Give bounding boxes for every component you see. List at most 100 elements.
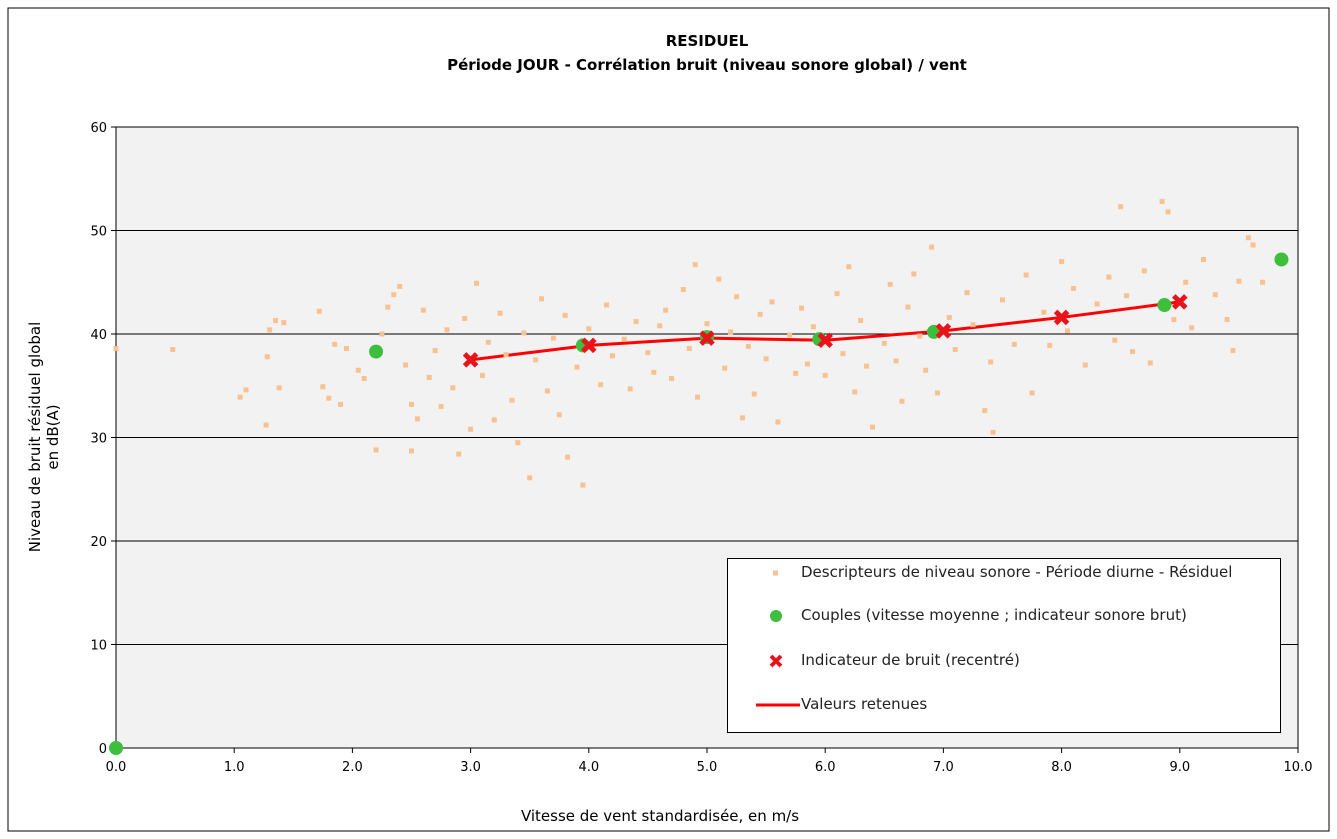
data-point xyxy=(1172,294,1188,310)
data-point xyxy=(609,353,615,359)
data-point xyxy=(574,364,580,370)
data-point xyxy=(917,333,923,339)
x-tick-label: 6.0 xyxy=(815,760,836,775)
data-point xyxy=(438,403,444,409)
data-point xyxy=(645,350,651,356)
data-point xyxy=(385,304,391,310)
data-point xyxy=(1141,268,1147,274)
data-point xyxy=(722,365,728,371)
data-point xyxy=(420,307,426,313)
data-point xyxy=(881,340,887,346)
data-point xyxy=(692,262,698,268)
x-tick-label: 2.0 xyxy=(342,760,363,775)
data-point xyxy=(1260,279,1266,285)
legend-symbol xyxy=(756,703,800,707)
data-point xyxy=(935,323,952,339)
data-point xyxy=(1157,298,1172,313)
data-point xyxy=(539,296,545,302)
y-tick-label: 60 xyxy=(90,121,107,136)
data-point xyxy=(355,367,361,373)
legend-symbol xyxy=(773,570,778,576)
data-point xyxy=(763,356,769,362)
data-point xyxy=(651,369,657,375)
data-point xyxy=(533,357,539,363)
data-point xyxy=(793,370,799,376)
data-point xyxy=(1224,317,1230,323)
data-point xyxy=(982,408,988,414)
data-point xyxy=(326,395,332,401)
data-point xyxy=(527,475,533,481)
data-point xyxy=(586,326,592,332)
legend-marker xyxy=(769,654,783,668)
data-point xyxy=(379,331,385,337)
data-point xyxy=(787,332,793,338)
data-point xyxy=(479,372,485,378)
data-point xyxy=(621,336,627,342)
y-tick-label: 10 xyxy=(90,639,107,654)
data-point xyxy=(373,447,379,453)
data-point xyxy=(113,345,119,351)
data-point xyxy=(509,397,515,403)
data-point xyxy=(1059,259,1065,265)
data-point xyxy=(1000,297,1005,303)
data-point xyxy=(604,302,610,308)
data-point xyxy=(739,415,745,421)
data-point xyxy=(432,348,438,354)
data-point xyxy=(704,321,710,327)
x-tick-label: 4.0 xyxy=(578,760,599,775)
data-point xyxy=(264,354,270,360)
data-point xyxy=(338,401,344,407)
data-point xyxy=(657,323,663,329)
y-tick-label: 30 xyxy=(90,432,107,447)
data-point xyxy=(964,290,970,296)
data-point xyxy=(1029,390,1035,396)
data-point xyxy=(633,319,639,325)
x-axis-label: Vitesse de vent standardisée, en m/s xyxy=(521,807,799,825)
data-point xyxy=(1171,317,1177,323)
data-point xyxy=(332,341,338,347)
data-point xyxy=(462,352,479,368)
y-tick-label: 0 xyxy=(99,742,107,757)
data-point xyxy=(1065,328,1071,334)
data-point xyxy=(485,339,491,345)
chart-title: RESIDUEL xyxy=(666,32,749,50)
data-point xyxy=(734,294,740,300)
data-point xyxy=(846,264,852,270)
data-point xyxy=(1274,252,1289,267)
data-point xyxy=(361,376,367,382)
data-point xyxy=(810,324,816,330)
x-tick-label: 1.0 xyxy=(224,760,245,775)
data-point xyxy=(887,281,893,287)
y-tick-label: 50 xyxy=(90,225,107,240)
data-point xyxy=(1011,341,1017,347)
data-point xyxy=(409,401,414,407)
chart-subtitle: Période JOUR - Corrélation bruit (niveau… xyxy=(447,56,967,74)
y-axis-label: Niveau de bruit résiduel global xyxy=(26,322,44,552)
legend-label: Valeurs retenues xyxy=(801,695,928,713)
x-tick-label: 0.0 xyxy=(106,760,127,775)
y-tick-label: 40 xyxy=(90,328,107,343)
data-point xyxy=(929,244,935,250)
data-point xyxy=(276,385,282,391)
data-point xyxy=(369,344,384,359)
data-point xyxy=(450,385,456,391)
data-point xyxy=(497,310,503,316)
x-tick-label: 5.0 xyxy=(697,760,718,775)
data-point xyxy=(1200,256,1206,262)
data-point xyxy=(663,307,669,313)
x-tick-label: 8.0 xyxy=(1051,760,1072,775)
data-point xyxy=(1236,278,1242,284)
data-point xyxy=(403,362,409,368)
y-axis-label: en dB(A) xyxy=(44,404,62,469)
data-point xyxy=(822,372,828,378)
x-tick-label: 7.0 xyxy=(933,760,954,775)
data-point xyxy=(970,322,976,328)
data-point xyxy=(686,345,692,351)
x-tick-label: 3.0 xyxy=(460,760,481,775)
data-point xyxy=(1212,292,1218,298)
data-point xyxy=(669,376,675,382)
x-tick-label: 9.0 xyxy=(1169,760,1190,775)
legend: Descripteurs de niveau sonore - Période … xyxy=(727,558,1281,733)
data-point xyxy=(109,741,123,755)
